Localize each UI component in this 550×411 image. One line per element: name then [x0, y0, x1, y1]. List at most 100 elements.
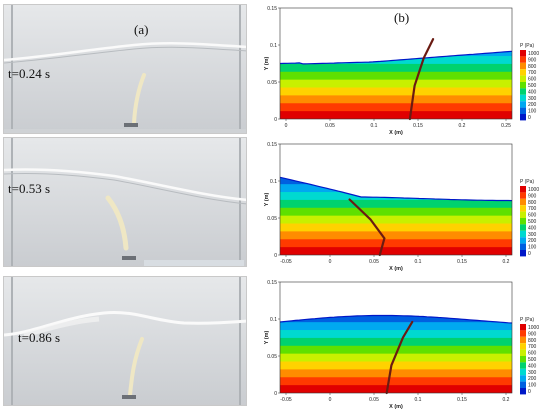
free-surface-line	[279, 314, 513, 324]
legend-level-label: 800	[528, 64, 537, 70]
free-surface-line	[279, 50, 513, 65]
x-tick-label: 0	[329, 397, 332, 403]
y-tick-label: 0.05	[267, 80, 277, 86]
legend-level-label: 400	[528, 225, 537, 231]
legend-swatch	[520, 230, 526, 238]
legend-swatch	[520, 388, 526, 395]
legend-swatch	[520, 330, 526, 337]
legend-swatch	[520, 336, 526, 344]
y-axis-label: Y (m)	[264, 193, 270, 207]
pressure-band	[280, 315, 512, 323]
legend-level-label: 900	[528, 193, 537, 199]
legend-level-label: 600	[528, 213, 537, 219]
legend-title: P (Pa)	[520, 317, 534, 323]
legend-swatch	[520, 192, 526, 199]
legend-level-label: 200	[528, 376, 537, 382]
panel-b-label: (b)	[394, 10, 410, 25]
x-tick-label: 0.15	[457, 397, 467, 403]
legend-swatch	[520, 356, 526, 363]
legend-level-label: 200	[528, 102, 537, 108]
legend-swatch	[520, 381, 526, 388]
legend-swatch	[520, 237, 526, 244]
time-label-2: t=0.53 s	[8, 181, 51, 196]
legend-title: P (Pa)	[520, 43, 534, 49]
plot-frame	[279, 7, 513, 120]
legend-level-label: 600	[528, 351, 537, 357]
legend-swatch	[520, 205, 526, 212]
pressure-band	[280, 139, 512, 176]
y-tick-label: 0.1	[270, 317, 277, 323]
y-tick-label: 0.05	[267, 354, 277, 360]
legend-swatch	[520, 114, 526, 121]
time-label-1: t=0.24 s	[8, 66, 51, 81]
x-tick-label: 0.15	[413, 123, 423, 129]
legend-swatch	[520, 56, 526, 63]
legend-swatch	[520, 82, 526, 89]
legend-level-label: 400	[528, 89, 537, 95]
y-tick-label: 0	[274, 117, 277, 123]
legend-swatch	[520, 224, 526, 231]
legend-swatch	[520, 324, 526, 331]
legend-swatch	[520, 211, 526, 218]
legend-level-label: 1000	[528, 187, 539, 193]
panel-a-label: (a)	[134, 22, 149, 37]
legend-swatch	[520, 94, 526, 102]
legend-swatch	[520, 50, 526, 57]
legend-level-label: 300	[528, 370, 537, 376]
legend-level-label: 900	[528, 331, 537, 337]
legend-swatch	[520, 368, 526, 376]
experiment-photo-3	[3, 276, 247, 406]
x-tick-label: 0.05	[325, 123, 335, 129]
experiment-photo-2	[3, 137, 247, 267]
legend-swatch	[520, 218, 526, 225]
flexible-plate	[408, 37, 435, 121]
y-tick-label: 0.15	[267, 142, 277, 148]
x-tick-label: 0.05	[369, 397, 379, 403]
legend-level-label: 300	[528, 232, 537, 238]
legend-level-label: 100	[528, 109, 537, 115]
legend-level-label: 0	[528, 389, 531, 395]
legend-level-label: 800	[528, 338, 537, 344]
legend-swatch	[520, 186, 526, 193]
legend-title: P (Pa)	[520, 179, 534, 185]
legend-level-label: 900	[528, 57, 537, 63]
legend-level-label: 700	[528, 206, 537, 212]
legend-level-label: 600	[528, 77, 537, 83]
x-tick-label: 0.15	[457, 259, 467, 265]
y-tick-label: 0.1	[270, 43, 277, 49]
free-surface-line	[279, 176, 513, 202]
legend-swatch	[520, 75, 526, 82]
x-tick-label: 0.1	[371, 123, 378, 129]
y-tick-label: 0	[274, 391, 277, 397]
legend-level-label: 0	[528, 251, 531, 257]
x-tick-label: 0.1	[415, 397, 422, 403]
legend-swatch	[520, 243, 526, 250]
x-axis-label: X (m)	[389, 404, 403, 409]
pressure-plot-2: -0.05 0 0.05 0.1 0.15 0.2 0 0.05 0.1 0.15 X (m) Y (…	[262, 138, 550, 271]
x-tick-label: -0.05	[280, 397, 292, 403]
legend-level-label: 700	[528, 344, 537, 350]
legend-level-label: 0	[528, 115, 531, 121]
x-tick-label: 0.2	[459, 123, 466, 129]
y-tick-label: 0.15	[267, 6, 277, 12]
legend-level-label: 500	[528, 83, 537, 89]
x-tick-label: 0.05	[369, 259, 379, 265]
y-tick-label: 0.1	[270, 179, 277, 185]
legend-level-label: 200	[528, 238, 537, 244]
legend-swatch	[520, 362, 526, 369]
x-tick-label: 0.2	[503, 397, 510, 403]
y-axis-label: Y (m)	[264, 57, 270, 71]
pressure-band	[280, 177, 512, 193]
legend-swatch	[520, 62, 526, 70]
legend-swatch	[520, 101, 526, 108]
time-label-3: t=0.86 s	[18, 330, 61, 345]
y-tick-label: 0.15	[267, 280, 277, 286]
pressure-band	[280, 177, 512, 185]
legend-level-label: 500	[528, 357, 537, 363]
x-tick-label: 0.2	[503, 259, 510, 265]
legend-level-label: 1000	[528, 325, 539, 331]
x-tick-label: 0.1	[415, 259, 422, 265]
legend-level-label: 100	[528, 245, 537, 251]
pressure-plot-1: 0 0.05 0.1 0.15 0.2 0.25 0 0.05 0.1 0.15 X (m) Y (m…	[262, 2, 550, 135]
legend-swatch	[520, 349, 526, 356]
